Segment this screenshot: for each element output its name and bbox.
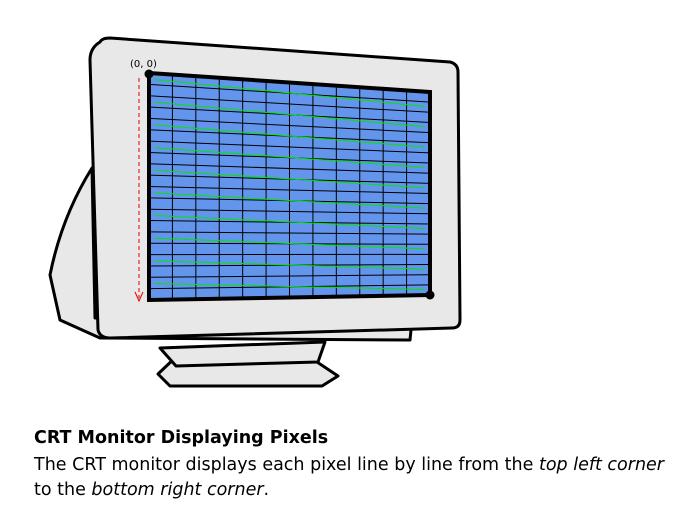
start-point-dot [144,69,154,79]
scan-line [154,169,425,189]
scan-line [154,192,425,209]
grid-row-line [148,95,431,113]
grid-row-line [148,140,431,154]
origin-label: (0, 0) [130,59,157,70]
scan-line [154,147,425,168]
scan-line [154,237,425,250]
scan-line [154,260,425,270]
monitor-stand-neck [158,340,327,368]
crt-monitor-icon: (0, 0) [48,36,462,388]
scan-line [154,101,425,128]
grid-row-line [148,117,431,134]
caption: CRT Monitor Displaying Pixels The CRT mo… [34,427,674,503]
caption-text-3: . [263,480,270,500]
grid-row-line [148,186,431,194]
scan-line [154,215,425,229]
caption-text-1: The CRT monitor displays each pixel line… [34,455,539,475]
vertical-sweep-arrow [134,78,144,303]
grid-row-line [148,274,431,278]
grid-row-line [148,231,431,235]
grid-row-line [148,208,431,215]
caption-text-2: to the [34,480,92,500]
caption-body: The CRT monitor displays each pixel line… [34,453,674,503]
grid-row-line [148,163,431,174]
caption-emphasis-top-left: top left corner [538,455,664,475]
scan-line [154,79,425,107]
caption-title: CRT Monitor Displaying Pixels [34,428,329,448]
scan-line [154,124,425,148]
end-point-dot [425,290,435,300]
screen-area [147,70,432,303]
pixel-grid [148,74,431,300]
scan-line [154,282,425,291]
scan-lines [154,79,425,291]
caption-emphasis-bottom-right: bottom right corner [91,480,264,500]
